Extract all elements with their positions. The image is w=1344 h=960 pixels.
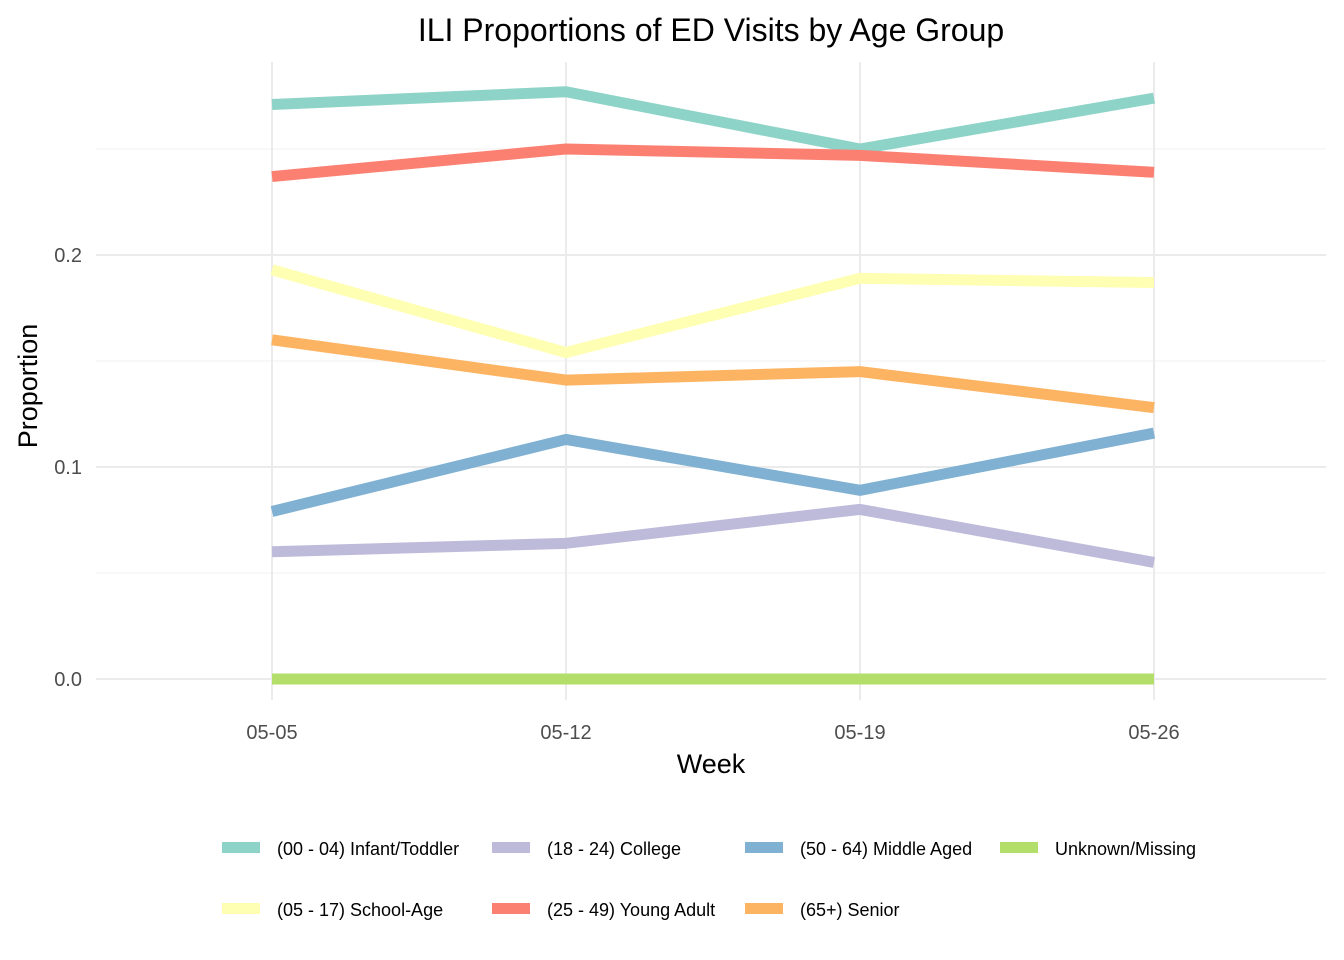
series-line bbox=[270, 264, 1155, 359]
legend-label: (65+) Senior bbox=[800, 900, 900, 920]
legend-swatch bbox=[1000, 842, 1038, 853]
x-tick-label: 05-12 bbox=[540, 722, 591, 744]
legend-swatch bbox=[222, 842, 260, 853]
legend-swatch bbox=[745, 842, 783, 853]
legend: (00 - 04) Infant/Toddler (18 - 24) Colleg… bbox=[222, 839, 1196, 920]
legend-label: (05 - 17) School-Age bbox=[277, 900, 443, 920]
chart-title: ILI Proportions of ED Visits by Age Grou… bbox=[418, 12, 1004, 48]
series-line bbox=[270, 427, 1156, 517]
legend-label: Unknown/Missing bbox=[1055, 839, 1196, 859]
legend-swatch bbox=[492, 842, 530, 853]
y-axis-ticks: 0.0 0.1 0.2 bbox=[54, 245, 82, 691]
y-tick-label: 0.1 bbox=[54, 457, 82, 479]
series-line bbox=[271, 503, 1155, 568]
legend-swatch bbox=[745, 903, 783, 914]
legend-swatch bbox=[492, 903, 530, 914]
x-tick-label: 05-19 bbox=[834, 722, 885, 744]
legend-swatch bbox=[222, 903, 260, 914]
y-axis-title: Proportion bbox=[13, 324, 43, 449]
legend-label: (00 - 04) Infant/Toddler bbox=[277, 839, 459, 859]
legend-label: (18 - 24) College bbox=[547, 839, 681, 859]
x-axis-title: Week bbox=[677, 749, 746, 779]
series-line bbox=[271, 143, 1155, 183]
series-line bbox=[271, 334, 1155, 414]
x-tick-label: 05-26 bbox=[1128, 722, 1179, 744]
x-tick-label: 05-05 bbox=[246, 722, 297, 744]
y-tick-label: 0.0 bbox=[54, 669, 82, 691]
legend-label: (50 - 64) Middle Aged bbox=[800, 839, 972, 859]
series-lines bbox=[270, 86, 1156, 685]
x-axis-ticks: 05-05 05-12 05-19 05-26 bbox=[246, 722, 1179, 744]
y-tick-label: 0.2 bbox=[54, 245, 82, 267]
series-line bbox=[271, 86, 1155, 155]
legend-label: (25 - 49) Young Adult bbox=[547, 900, 715, 920]
